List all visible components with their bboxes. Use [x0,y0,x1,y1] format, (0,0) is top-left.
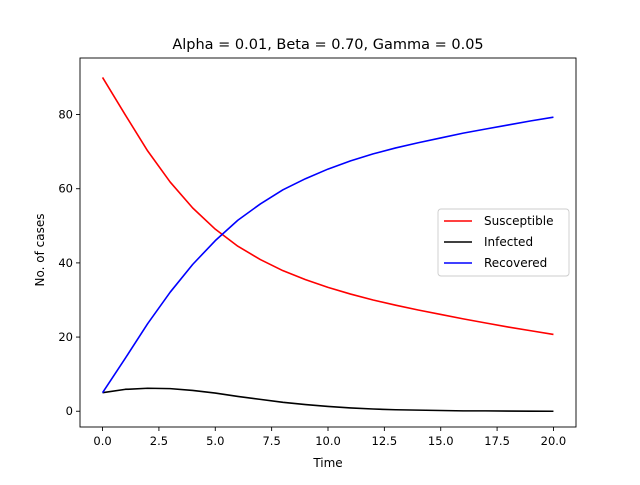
x-tick-label: 2.5 [150,434,168,448]
chart-title: Alpha = 0.01, Beta = 0.70, Gamma = 0.05 [172,37,483,53]
x-tick-label: 15.0 [428,434,454,448]
y-tick-label: 80 [58,108,73,122]
y-tick-label: 0 [66,404,73,418]
y-tick-label: 40 [58,256,73,270]
x-tick-label: 20.0 [541,434,567,448]
legend-label-infected: Infected [484,235,533,249]
legend: Susceptible Infected Recovered [437,208,570,277]
x-tick-label: 7.5 [262,434,280,448]
x-tick-label: 12.5 [372,434,398,448]
x-tick-label: 0.0 [93,434,111,448]
x-tick-label: 5.0 [206,434,224,448]
y-tick-label: 20 [58,330,73,344]
series-line-infected [102,387,554,413]
legend-box [437,208,570,277]
x-axis-label: Time [312,456,342,470]
x-tick-label: 17.5 [484,434,510,448]
plot-area: 0.0 2.5 5.0 7.5 10.0 12.5 15.0 17.5 20.0 0 20 40 60 8… [58,57,577,448]
legend-label-susceptible: Susceptible [484,214,553,228]
series-line-recovered [101,116,554,394]
x-tick-label: 10.0 [315,434,341,448]
y-tick-label: 60 [58,182,73,196]
legend-label-recovered: Recovered [484,256,547,270]
y-axis-label: No. of cases [33,214,47,287]
series-line-susceptible [101,77,554,336]
